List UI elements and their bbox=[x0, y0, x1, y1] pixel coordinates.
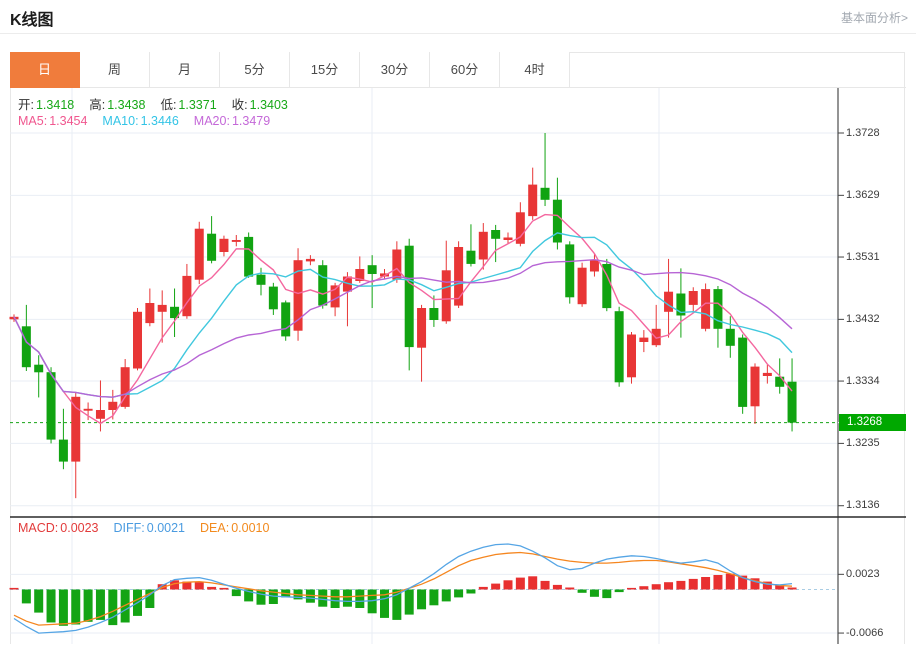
ma-readout-item-0: MA5: 1.3454 bbox=[18, 114, 88, 128]
period-tab-bar: 日周月 5分 15分 30分 60分 4时 bbox=[10, 52, 906, 88]
price-axis-label-4: 1.3334 bbox=[846, 374, 880, 387]
chart-widget-frame bbox=[10, 52, 905, 644]
fundamental-analysis-link[interactable]: 基本面分析> bbox=[840, 11, 908, 25]
ohlc-readout-item-3: 收: 1.3403 bbox=[231, 98, 288, 112]
ohlc-readout-item-2: 低: 1.3371 bbox=[160, 98, 217, 112]
price-axis-label-2: 1.3531 bbox=[846, 250, 880, 263]
ohlc-readout: 开: 1.3418 高: 1.3438 低: 1.3371 收: 1.3403 bbox=[18, 94, 288, 113]
price-axis-label-5: 1.3235 bbox=[846, 436, 880, 449]
macd-readout: MACD: 0.0023 DIFF: 0.0021 DEA: 0.0010 bbox=[18, 521, 269, 535]
macd-axis-label-1: -0.0066 bbox=[846, 626, 884, 639]
tab-period-6[interactable]: 60分 bbox=[430, 52, 500, 88]
ma-readout-item-2: MA20: 1.3479 bbox=[193, 114, 271, 128]
current-price-badge: 1.3268 bbox=[839, 414, 906, 431]
tab-period-1[interactable]: 周 bbox=[80, 52, 150, 88]
macd-readout-item-0: MACD: 0.0023 bbox=[18, 521, 99, 535]
tab-period-2[interactable]: 月 bbox=[150, 52, 220, 88]
tab-period-7[interactable]: 4时 bbox=[500, 52, 570, 88]
macd-readout-item-2: DEA: 0.0010 bbox=[200, 521, 270, 535]
tab-period-3[interactable]: 5分 bbox=[220, 52, 290, 88]
macd-readout-item-1: DIFF: 0.0021 bbox=[113, 521, 185, 535]
ohlc-readout-item-0: 开: 1.3418 bbox=[18, 98, 75, 112]
price-axis-label-1: 1.3629 bbox=[846, 188, 880, 201]
ohlc-readout-item-1: 高: 1.3438 bbox=[89, 98, 146, 112]
price-axis-label-3: 1.3432 bbox=[846, 312, 880, 325]
tab-bar-filler bbox=[570, 52, 906, 88]
macd-axis-label-0: 0.0023 bbox=[846, 567, 880, 580]
header-divider bbox=[0, 33, 916, 34]
ma-readout: MA5: 1.3454 MA10: 1.3446 MA20: 1.3479 bbox=[18, 114, 270, 128]
page-title: K线图 bbox=[10, 12, 54, 29]
ma-readout-item-1: MA10: 1.3446 bbox=[102, 114, 179, 128]
tab-period-4[interactable]: 15分 bbox=[290, 52, 360, 88]
tab-period-5[interactable]: 30分 bbox=[360, 52, 430, 88]
tab-period-0[interactable]: 日 bbox=[10, 52, 80, 88]
price-axis-label-6: 1.3136 bbox=[846, 499, 880, 512]
price-axis-label-0: 1.3728 bbox=[846, 126, 880, 139]
